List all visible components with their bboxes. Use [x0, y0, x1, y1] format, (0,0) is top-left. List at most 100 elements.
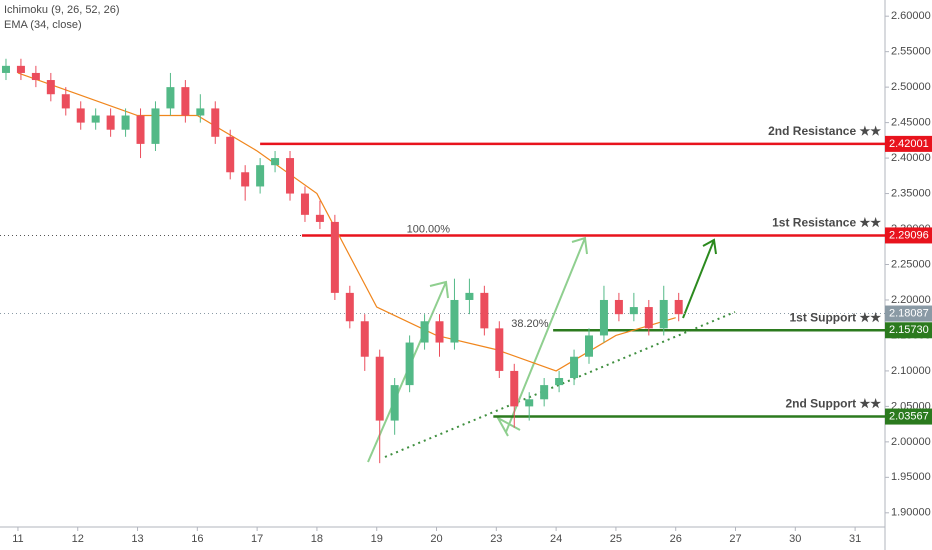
- price-box: [885, 408, 932, 425]
- price-box: [885, 227, 932, 244]
- candle-body: [166, 87, 175, 109]
- price-box-label: 2.42001: [889, 138, 929, 150]
- x-tick-label: 26: [670, 533, 682, 545]
- y-tick-label: 2.00000: [891, 436, 931, 448]
- legend-line: Ichimoku (9, 26, 52, 26): [4, 4, 120, 16]
- candle-body: [16, 65, 25, 73]
- y-tick-label: 2.40000: [891, 152, 931, 164]
- candle-body: [480, 292, 489, 329]
- level-label: 2nd Support ★★: [785, 397, 881, 411]
- candle-body: [420, 321, 429, 343]
- candle-body: [674, 299, 683, 315]
- x-tick-label: 18: [311, 533, 323, 545]
- x-tick-label: 24: [550, 533, 562, 545]
- candle-body: [360, 321, 369, 357]
- candle-body: [121, 115, 130, 130]
- arrow: [505, 237, 586, 433]
- x-tick-label: 20: [430, 533, 442, 545]
- x-tick-label: 31: [849, 533, 861, 545]
- price-box: [885, 322, 932, 339]
- x-tick-label: 11: [12, 533, 23, 545]
- candle-body: [211, 108, 220, 137]
- candle-body: [106, 115, 115, 130]
- candle-body: [570, 356, 579, 379]
- arrow-head: [571, 236, 588, 255]
- candle-body: [91, 115, 100, 123]
- y-tick-label: 2.25000: [891, 258, 931, 270]
- candle-body: [450, 299, 459, 343]
- candle-body: [540, 385, 549, 400]
- arrow-head: [702, 238, 717, 255]
- y-tick-label: 2.50000: [891, 81, 931, 93]
- fib-label: 38.20%: [511, 318, 549, 330]
- price-box-label: 2.29096: [889, 229, 929, 241]
- legend-line: EMA (34, close): [4, 19, 82, 31]
- x-tick-label: 25: [610, 533, 622, 545]
- candle-body: [510, 370, 519, 407]
- arrow-head: [429, 280, 449, 299]
- candle-body: [465, 292, 474, 300]
- price-box: [885, 135, 932, 152]
- x-tick-label: 13: [131, 533, 143, 545]
- y-tick-label: 2.55000: [891, 46, 931, 58]
- candle-body: [271, 158, 280, 166]
- candle-body: [300, 193, 309, 215]
- y-tick-label: 2.45000: [891, 117, 931, 129]
- price-box-label: 2.15730: [889, 324, 929, 336]
- x-tick-label: 27: [729, 533, 741, 545]
- candle-body: [330, 221, 339, 293]
- candle-body: [585, 335, 594, 357]
- candle-body: [46, 80, 55, 95]
- candle-body: [614, 299, 623, 315]
- candle-body: [390, 385, 399, 421]
- arrow: [682, 239, 715, 319]
- x-tick-label: 16: [191, 533, 203, 545]
- y-tick-label: 1.95000: [891, 471, 931, 483]
- candle-body: [555, 378, 564, 386]
- candle-body: [375, 356, 384, 421]
- candle-body: [76, 108, 85, 123]
- candle-body: [315, 214, 324, 222]
- candle-body: [599, 299, 608, 336]
- candle-body: [181, 87, 190, 116]
- candle-body: [256, 165, 265, 187]
- candle-body: [659, 299, 668, 329]
- candle-body: [629, 307, 638, 315]
- level-label: 2nd Resistance ★★: [768, 124, 881, 138]
- candle-body: [226, 136, 235, 173]
- candle-body: [644, 307, 653, 329]
- price-box: [885, 305, 932, 322]
- candle-body: [151, 108, 160, 144]
- candle-body: [345, 292, 354, 322]
- y-tick-label: 2.20000: [891, 294, 931, 306]
- candle-body: [61, 94, 70, 109]
- x-tick-label: 23: [490, 533, 502, 545]
- y-tick-label: 1.90000: [891, 507, 931, 519]
- ema-line: [17, 72, 676, 372]
- candle-body: [241, 172, 250, 187]
- y-tick-label: 2.60000: [891, 10, 931, 22]
- price-box-label: 2.03567: [889, 410, 929, 422]
- candle-body: [435, 321, 444, 343]
- candle-body: [196, 108, 205, 116]
- candle-body: [405, 342, 414, 386]
- candle-body: [136, 115, 145, 144]
- x-tick-label: 17: [251, 533, 263, 545]
- candle-body: [525, 399, 534, 407]
- x-tick-label: 19: [371, 533, 383, 545]
- y-tick-label: 2.10000: [891, 365, 931, 377]
- candle-body: [495, 328, 504, 371]
- x-tick-label: 12: [72, 533, 84, 545]
- x-tick-label: 30: [789, 533, 801, 545]
- fib-label: 100.00%: [407, 223, 451, 235]
- arrow-head: [495, 415, 521, 437]
- price-box-label: 2.18087: [889, 307, 929, 319]
- candle-body: [31, 72, 40, 81]
- candle-body: [1, 65, 10, 73]
- level-label: 1st Support ★★: [789, 310, 881, 324]
- candle-body: [286, 158, 295, 194]
- level-label: 1st Resistance ★★: [772, 216, 881, 230]
- y-tick-label: 2.35000: [891, 187, 931, 199]
